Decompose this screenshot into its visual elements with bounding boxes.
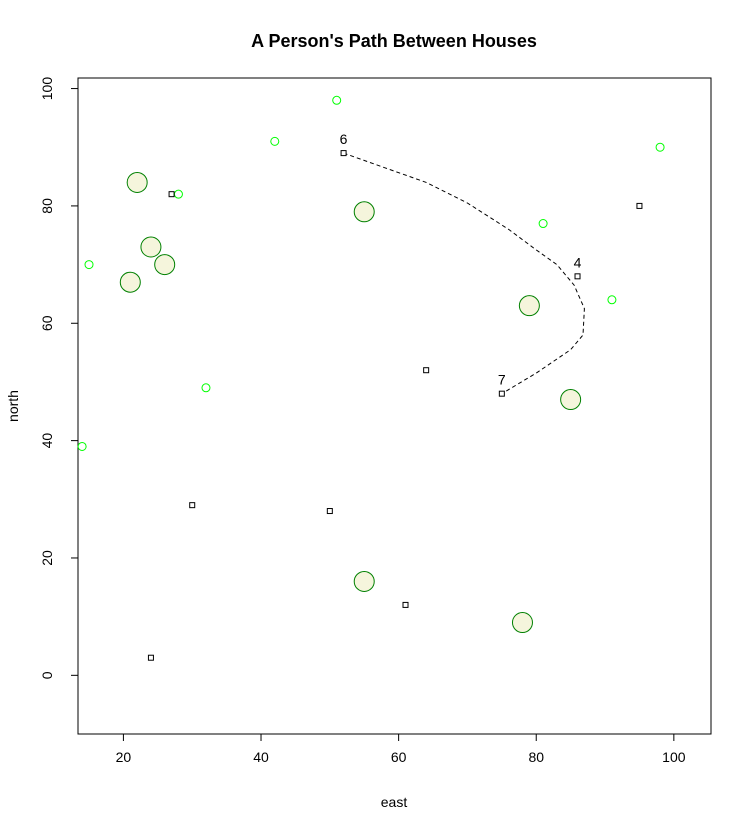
y-axis: 0 20 40 60 80 100 — [39, 77, 78, 679]
y-tick-label: 0 — [39, 671, 55, 679]
y-tick-label: 20 — [39, 550, 55, 566]
house-marker — [189, 502, 196, 509]
x-axis-label: east — [381, 794, 408, 810]
house-marker — [340, 150, 347, 157]
small-circles-layer — [77, 95, 665, 451]
small-circle — [173, 189, 183, 199]
house-marker — [498, 390, 505, 397]
large-circle — [154, 254, 176, 276]
house-marker — [636, 202, 643, 209]
path-layer — [343, 152, 585, 395]
house-marker — [402, 601, 409, 608]
house-marker — [574, 273, 581, 280]
large-circle — [518, 295, 540, 317]
house-marker — [423, 367, 430, 374]
large-circle — [119, 271, 141, 293]
large-circle — [511, 612, 533, 634]
small-circle — [84, 260, 94, 270]
house-marker — [147, 654, 154, 661]
path-line — [343, 152, 585, 395]
large-circle — [560, 389, 582, 411]
small-circle — [77, 441, 87, 451]
y-tick-label: 60 — [39, 315, 55, 331]
chart-title: A Person's Path Between Houses — [251, 31, 537, 51]
small-circle — [655, 142, 665, 152]
y-tick-label: 40 — [39, 433, 55, 449]
plot-frame — [77, 77, 712, 735]
small-circle — [270, 136, 280, 146]
small-circle — [201, 383, 211, 393]
large-circles-layer — [119, 171, 582, 634]
x-axis: 20 40 60 80 100 — [116, 734, 686, 765]
large-circle — [126, 171, 148, 193]
small-circle — [538, 219, 548, 229]
x-tick-label: 40 — [253, 749, 269, 765]
y-tick-label: 100 — [39, 77, 55, 101]
house-marker — [326, 508, 333, 515]
y-tick-label: 80 — [39, 198, 55, 214]
x-tick-label: 20 — [116, 749, 132, 765]
x-tick-label: 100 — [662, 749, 686, 765]
house-label: 6 — [340, 131, 348, 147]
small-circle — [332, 95, 342, 105]
small-circle — [607, 295, 617, 305]
large-circle — [140, 236, 162, 258]
houses-layer: 6 4 7 — [147, 131, 643, 661]
x-tick-label: 60 — [391, 749, 407, 765]
large-circle — [353, 201, 375, 223]
house-label: 4 — [574, 254, 582, 270]
large-circle — [353, 570, 375, 592]
y-axis-label: north — [5, 390, 21, 422]
x-tick-label: 80 — [528, 749, 544, 765]
house-label: 7 — [498, 372, 506, 388]
house-marker — [168, 191, 175, 198]
